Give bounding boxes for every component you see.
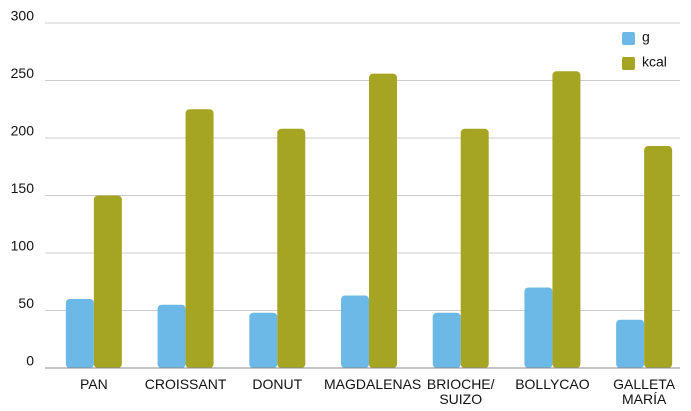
bar: [616, 319, 645, 368]
x-tick-label: PAN: [79, 376, 108, 392]
bar: [432, 312, 461, 368]
legend-label: kcal: [642, 54, 667, 70]
legend-label: g: [642, 29, 650, 45]
bar: [552, 71, 581, 369]
y-tick-label: 0: [26, 353, 34, 369]
x-tick-label: GALLETA MARÍA: [613, 376, 676, 407]
x-tick-label: CROISSANT: [144, 376, 227, 392]
bar: [524, 287, 553, 368]
bar: [185, 109, 214, 368]
bar: [157, 304, 186, 368]
legend-swatch: [622, 57, 635, 70]
x-tick-label: BRIOCHE/ SUIZO: [426, 376, 495, 407]
x-tick-label: BOLLYCAO: [515, 376, 590, 392]
y-tick-label: 50: [18, 295, 34, 311]
bar: [341, 295, 369, 368]
bar: [277, 128, 306, 368]
bar: [93, 195, 122, 368]
x-tick-label: MAGDALENAS: [324, 376, 422, 392]
y-tick-label: 150: [11, 180, 35, 196]
bar: [65, 299, 94, 368]
bar: [369, 73, 397, 368]
bar: [249, 312, 278, 368]
legend-swatch: [622, 32, 635, 45]
bar: [644, 146, 673, 368]
y-tick-label: 250: [11, 65, 35, 81]
y-tick-label: 100: [11, 238, 35, 254]
bar: [460, 128, 489, 368]
y-tick-label: 300: [11, 8, 35, 24]
y-tick-label: 200: [11, 123, 35, 139]
x-tick-label: DONUT: [252, 376, 303, 392]
